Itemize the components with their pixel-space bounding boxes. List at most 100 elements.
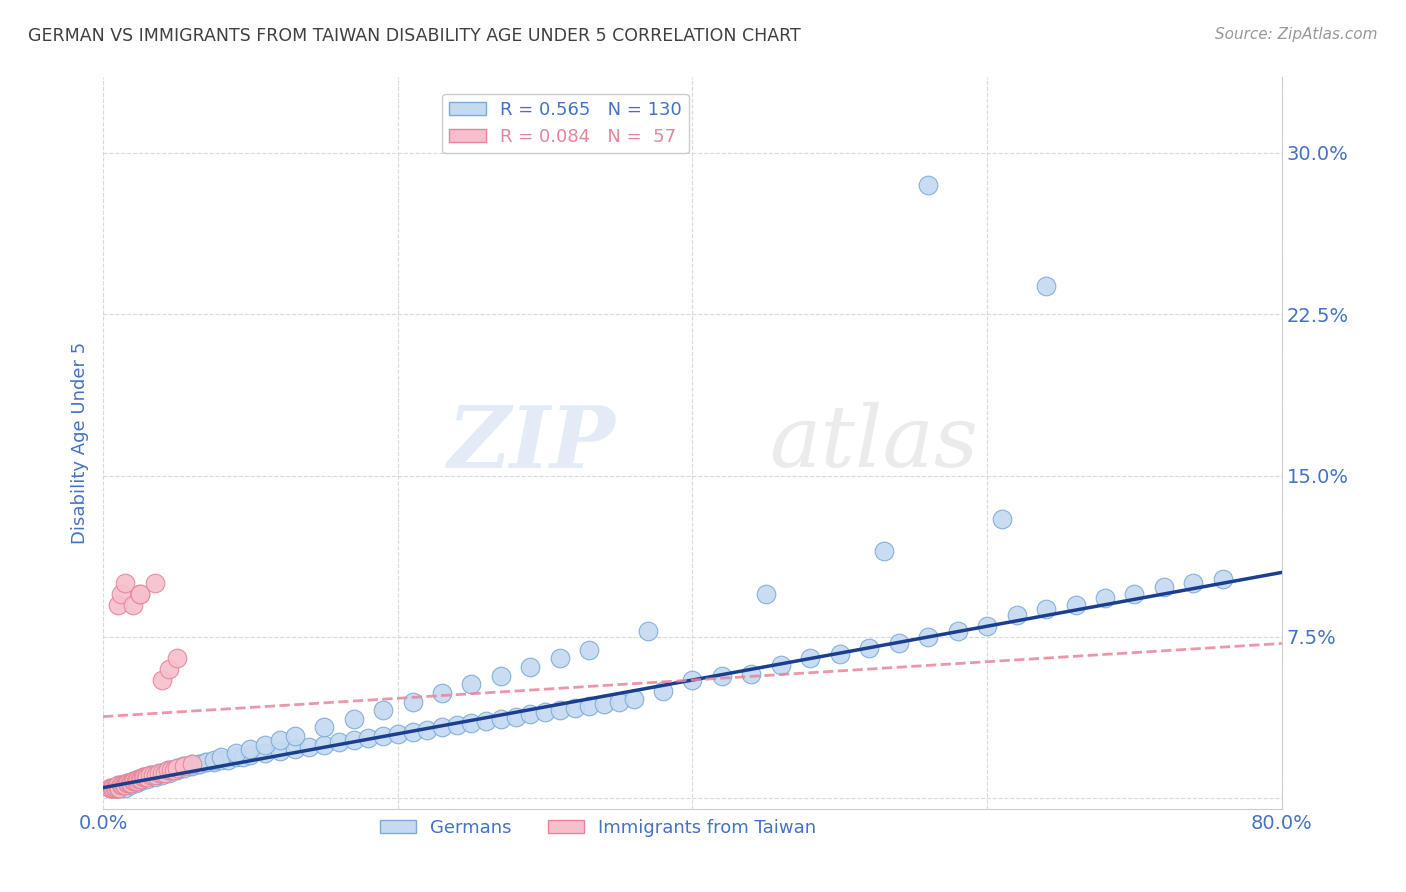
Point [110, 779, 132, 793]
Point [107, 779, 129, 793]
Point [489, 712, 512, 726]
Point [177, 759, 200, 773]
Point [114, 779, 136, 793]
Point [769, 657, 792, 672]
Point [564, 701, 586, 715]
Point [298, 739, 321, 754]
Point [105, 780, 128, 795]
Point [131, 772, 153, 786]
Point [180, 759, 202, 773]
Point [103, 780, 125, 795]
Point [169, 761, 191, 775]
Point [209, 753, 232, 767]
Point [124, 774, 146, 789]
Point [153, 765, 176, 780]
Point [578, 643, 600, 657]
Point [166, 764, 188, 778]
Point [799, 651, 821, 665]
Point [1035, 279, 1057, 293]
Point [976, 619, 998, 633]
Point [156, 764, 179, 778]
Point [195, 755, 218, 769]
Point [127, 772, 149, 786]
Point [187, 756, 209, 771]
Point [163, 764, 186, 778]
Y-axis label: Disability Age Under 5: Disability Age Under 5 [72, 343, 89, 544]
Point [159, 662, 181, 676]
Point [129, 587, 152, 601]
Point [103, 780, 125, 795]
Point [122, 774, 145, 789]
Point [446, 718, 468, 732]
Point [136, 772, 159, 786]
Point [114, 780, 136, 795]
Point [160, 764, 183, 778]
Point [115, 776, 138, 790]
Point [217, 753, 239, 767]
Text: Source: ZipAtlas.com: Source: ZipAtlas.com [1215, 27, 1378, 42]
Point [125, 774, 148, 789]
Point [132, 770, 155, 784]
Point [593, 697, 616, 711]
Point [387, 727, 409, 741]
Point [121, 774, 143, 789]
Point [166, 761, 188, 775]
Point [124, 774, 146, 789]
Point [314, 720, 336, 734]
Point [858, 640, 880, 655]
Point [134, 770, 156, 784]
Point [460, 677, 482, 691]
Point [371, 729, 394, 743]
Point [284, 729, 307, 743]
Point [357, 731, 380, 745]
Point [1123, 587, 1146, 601]
Point [132, 770, 155, 784]
Point [180, 756, 202, 771]
Point [134, 770, 156, 784]
Point [124, 776, 146, 790]
Point [1035, 602, 1057, 616]
Point [129, 774, 152, 789]
Point [108, 780, 131, 795]
Point [917, 178, 939, 192]
Point [145, 768, 167, 782]
Point [118, 779, 141, 793]
Point [139, 768, 162, 782]
Point [682, 673, 704, 687]
Point [202, 753, 225, 767]
Text: GERMAN VS IMMIGRANTS FROM TAIWAN DISABILITY AGE UNDER 5 CORRELATION CHART: GERMAN VS IMMIGRANTS FROM TAIWAN DISABIL… [28, 27, 801, 45]
Point [118, 776, 141, 790]
Point [1094, 591, 1116, 606]
Point [129, 772, 152, 786]
Point [114, 779, 136, 793]
Text: ZIP: ZIP [449, 401, 616, 485]
Point [120, 776, 142, 790]
Point [101, 780, 124, 795]
Point [127, 772, 149, 786]
Point [110, 587, 132, 601]
Point [153, 765, 176, 780]
Point [112, 779, 135, 793]
Point [173, 761, 195, 775]
Point [548, 703, 571, 717]
Point [342, 733, 364, 747]
Point [1182, 576, 1205, 591]
Point [108, 780, 131, 795]
Point [1005, 608, 1028, 623]
Point [120, 776, 142, 790]
Point [887, 636, 910, 650]
Point [180, 756, 202, 771]
Point [314, 738, 336, 752]
Point [101, 780, 124, 795]
Point [548, 651, 571, 665]
Point [142, 768, 165, 782]
Point [148, 765, 170, 780]
Point [112, 779, 135, 793]
Point [129, 772, 152, 786]
Point [371, 703, 394, 717]
Point [117, 776, 139, 790]
Point [150, 765, 173, 780]
Point [110, 779, 132, 793]
Point [105, 780, 128, 795]
Point [111, 779, 134, 793]
